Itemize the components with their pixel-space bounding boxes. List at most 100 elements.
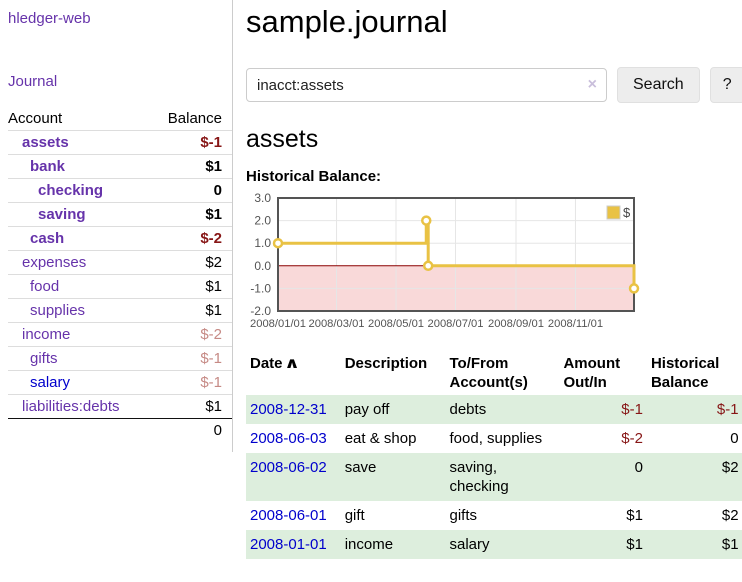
account-link[interactable]: supplies [30, 302, 86, 319]
register-row: 2008-12-31 pay off debts $-1 $-1 [246, 395, 742, 424]
account-balance: $-1 [200, 374, 222, 391]
transaction-date-cell: 2008-06-01 [246, 501, 345, 530]
svg-text:3.0: 3.0 [254, 191, 271, 205]
transaction-balance: $2 [721, 507, 739, 524]
transaction-date-cell: 2008-12-31 [246, 395, 345, 424]
account-balance: 0 [213, 182, 222, 199]
account-name-cell: liabilities:debts [8, 395, 150, 419]
chart-title: Historical Balance: [246, 168, 382, 185]
svg-text:2008/09/01: 2008/09/01 [488, 318, 544, 330]
sort-asc-icon: ∧ [283, 355, 300, 372]
account-link[interactable]: gifts [30, 350, 58, 367]
accounts-total-row: 0 [8, 418, 232, 443]
transaction-description: income [344, 536, 394, 553]
account-link[interactable]: bank [30, 158, 66, 175]
svg-text:2008/07/01: 2008/07/01 [428, 318, 484, 330]
account-row: assets $-1 [8, 130, 232, 155]
transaction-balance: $-1 [716, 401, 739, 418]
account-balance: $1 [205, 158, 222, 175]
transaction-date-link[interactable]: 2008-12-31 [250, 401, 327, 418]
transaction-date-link[interactable]: 2008-06-03 [250, 430, 327, 447]
account-title: assets [246, 125, 319, 153]
transaction-amount: $1 [626, 536, 643, 553]
transaction-description: save [344, 459, 377, 476]
account-link[interactable]: income [22, 326, 71, 343]
account-link[interactable]: cash [30, 230, 65, 247]
transaction-date-cell: 2008-06-03 [246, 424, 345, 453]
transaction-date-cell: 2008-01-01 [246, 530, 345, 559]
transaction-date-link[interactable]: 2008-06-01 [250, 507, 327, 524]
transaction-accounts: salary [449, 536, 490, 553]
transaction-balance: 0 [730, 430, 739, 447]
svg-text:0.0: 0.0 [254, 259, 271, 273]
accounts-header-balance: Balance [167, 110, 222, 127]
register-row: 2008-06-01 gift gifts $1 $2 [246, 501, 742, 530]
svg-text:2008/05/01: 2008/05/01 [368, 318, 424, 330]
register-header-description: Description [344, 355, 428, 372]
clear-search-icon[interactable]: × [587, 76, 597, 93]
svg-text:1.0: 1.0 [254, 236, 271, 250]
transaction-accounts: food, supplies [449, 430, 543, 447]
transaction-amount: $1 [626, 507, 643, 524]
account-link[interactable]: expenses [22, 254, 87, 271]
svg-text:2008/01/01: 2008/01/01 [250, 318, 306, 330]
svg-text:2008/03/01: 2008/03/01 [309, 318, 365, 330]
transaction-amount: $-2 [621, 430, 643, 447]
account-balance: $1 [205, 278, 222, 295]
accounts-header-account: Account [8, 110, 63, 127]
transaction-date-link[interactable]: 2008-06-02 [250, 459, 327, 476]
account-name-cell: bank [8, 155, 150, 179]
accounts-total-value: 0 [213, 422, 222, 439]
search-input[interactable] [246, 68, 607, 102]
account-link[interactable]: food [30, 278, 60, 295]
date-header-label: Date [250, 355, 283, 372]
transaction-balance: $1 [721, 536, 739, 553]
account-name-cell: income [8, 323, 150, 347]
main-content: sample.journal × Search ? assets Histori… [233, 0, 742, 582]
svg-text:2.0: 2.0 [254, 214, 271, 228]
account-link[interactable]: saving [38, 206, 86, 223]
register-header-date[interactable]: Date∧ [246, 351, 345, 395]
account-link[interactable]: assets [22, 134, 69, 151]
account-balance: $-2 [200, 230, 222, 247]
register-header-row: Date∧ Description To/From Account(s) Amo… [246, 351, 742, 395]
accounts-header-row: Account Balance [8, 107, 232, 131]
register-row: 2008-06-02 save saving, checking 0 $2 [246, 453, 742, 501]
account-link[interactable]: checking [38, 182, 104, 199]
transaction-accounts: debts [449, 401, 487, 418]
account-row: supplies $1 [8, 298, 232, 323]
account-row: expenses $2 [8, 250, 232, 275]
account-balance: $-1 [200, 350, 222, 367]
register-header-balance: Historical Balance [650, 355, 720, 391]
search-button[interactable]: Search [617, 67, 700, 103]
page-title: sample.journal [246, 4, 448, 39]
sidebar-panel: hledger-web Journal Account Balance asse… [0, 0, 233, 452]
account-link[interactable]: salary [30, 374, 71, 391]
register-table: Date∧ Description To/From Account(s) Amo… [246, 351, 742, 559]
transaction-amount: $-1 [621, 401, 643, 418]
svg-text:-1.0: -1.0 [250, 281, 271, 295]
account-balance: $1 [205, 302, 222, 319]
transaction-date-link[interactable]: 2008-01-01 [250, 536, 327, 553]
transaction-amount: 0 [634, 459, 643, 476]
brand-link[interactable]: hledger-web [8, 10, 91, 27]
sidebar: hledger-web Journal Account Balance asse… [0, 0, 233, 582]
transaction-accounts: gifts [449, 507, 478, 524]
svg-text:$: $ [623, 205, 631, 220]
account-balance: $-1 [200, 134, 222, 151]
account-link[interactable]: liabilities:debts [22, 398, 120, 415]
account-name-cell: supplies [8, 299, 150, 323]
search-field-wrap: × [246, 68, 607, 102]
register-row: 2008-06-03 eat & shop food, supplies $-2 0 [246, 424, 742, 453]
account-row: salary $-1 [8, 370, 232, 395]
sidebar-item-journal[interactable]: Journal [8, 73, 58, 90]
account-row: income $-2 [8, 322, 232, 347]
account-row: bank $1 [8, 154, 232, 179]
account-name-cell: gifts [8, 347, 150, 371]
account-name-cell: cash [8, 227, 150, 251]
transaction-description: gift [344, 507, 365, 524]
transaction-description: eat & shop [344, 430, 417, 447]
register-header-amount: Amount Out/In [563, 355, 621, 391]
help-button[interactable]: ? [709, 67, 742, 103]
